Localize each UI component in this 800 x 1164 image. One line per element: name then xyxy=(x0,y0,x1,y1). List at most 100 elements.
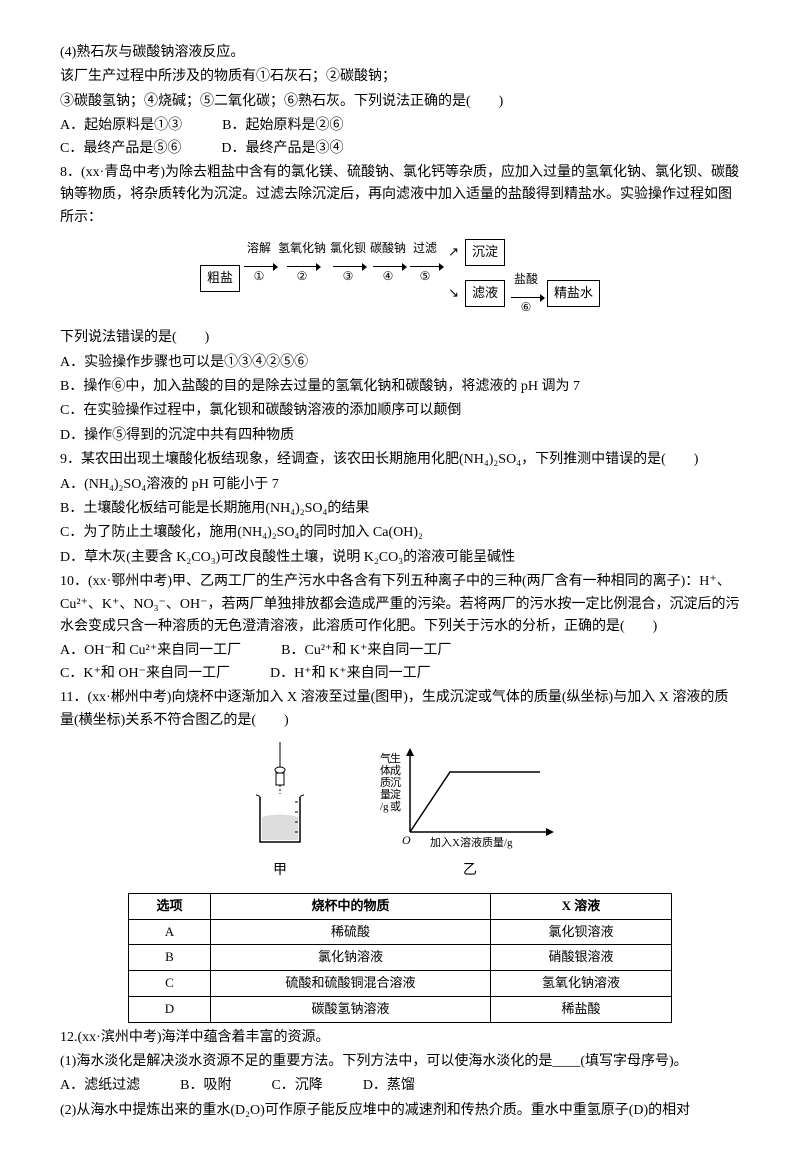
flow-out-top: 沉淀 xyxy=(465,239,505,266)
q9-optB: B．土壤酸化板结可能是长期施用(NH₄)₂SO₄的结果 xyxy=(60,498,740,520)
th-beaker: 烧杯中的物质 xyxy=(210,893,490,919)
arrow-icon xyxy=(287,266,317,267)
flow-out-bot-label: 滤液 xyxy=(465,280,505,307)
q10-options2: C．K⁺和 OH⁻来自同一工厂 D．H⁺和 K⁺来自同一工厂 xyxy=(60,663,740,685)
svg-text:/g: /g xyxy=(380,801,389,813)
figure-yi: 生 成 沉 淀 或 气 体 质 量 /g O 加入X溶液质量/g 乙 xyxy=(380,742,560,883)
arrow-icon xyxy=(333,266,363,267)
q9-optC: C．为了防止土壤酸化，施用(NH₄)₂SO₄的同时加入 Ca(OH)₂ xyxy=(60,522,740,544)
cell: 氢氧化钠溶液 xyxy=(490,971,671,997)
cell: 稀盐酸 xyxy=(490,996,671,1022)
svg-text:或: 或 xyxy=(390,800,401,813)
arrow-icon xyxy=(244,266,274,267)
flow-step5-top: 过滤 xyxy=(413,239,437,258)
q11-figures: 甲 生 成 沉 淀 或 气 体 质 量 /g O 加入X溶液质量/g 乙 xyxy=(60,742,740,883)
q4-optB: B．起始原料是②⑥ xyxy=(222,115,343,137)
split-arrow-bot: ↘ xyxy=(448,283,459,304)
q12-2-text: (2)从海水中提炼出来的重水(D₂O)可作原子能反应堆中的减速剂和传热介质。重水… xyxy=(60,1100,740,1122)
q12-1-optD: D．蒸馏 xyxy=(363,1075,415,1097)
table-header-row: 选项 烧杯中的物质 X 溶液 xyxy=(129,893,672,919)
table-row: B 氯化钠溶液 硝酸银溶液 xyxy=(129,945,672,971)
cell: 碳酸氢钠溶液 xyxy=(210,996,490,1022)
flow-step1-num: ① xyxy=(254,267,265,286)
q4-text: (4)熟石灰与碳酸钠溶液反应。 xyxy=(60,42,740,64)
cell: 硝酸银溶液 xyxy=(490,945,671,971)
flow-step6-top: 盐酸 xyxy=(514,270,538,289)
q10-options: A．OH⁻和 Cu²⁺来自同一工厂 B．Cu²⁺和 K⁺来自同一工厂 xyxy=(60,640,740,662)
q12-1-optA: A．滤纸过滤 xyxy=(60,1075,140,1097)
q11-text: 11．(xx·郴州中考)向烧杯中逐渐加入 X 溶液至过量(图甲)，生成沉淀或气体… xyxy=(60,687,740,732)
flow-step3-top: 氯化钡 xyxy=(330,239,366,258)
figure-jia-label: 甲 xyxy=(240,860,320,882)
svg-text:气: 气 xyxy=(380,751,391,765)
q10-optA: A．OH⁻和 Cu²⁺来自同一工厂 xyxy=(60,640,241,662)
q4-options: A．起始原料是①③ B．起始原料是②⑥ xyxy=(60,115,740,137)
flow-step5-num: ⑤ xyxy=(420,267,431,286)
q4-optD: D．最终产品是③④ xyxy=(221,138,343,160)
arrow-icon xyxy=(410,266,440,267)
graph-icon: 生 成 沉 淀 或 气 体 质 量 /g O 加入X溶液质量/g xyxy=(380,742,560,852)
th-xsol: X 溶液 xyxy=(490,893,671,919)
graph-xlabel: 加入X溶液质量/g xyxy=(430,835,513,849)
q9-optA: A．(NH₄)₂SO₄溶液的 pH 可能小于 7 xyxy=(60,474,740,496)
q12-1-optB: B．吸附 xyxy=(180,1075,231,1097)
flow-diagram: 粗盐 溶解 ① 氢氧化钠 ② 氯化钡 ③ 碳酸钠 ④ 过滤 ⑤ ↗ xyxy=(60,239,740,317)
flow-step6-num: ⑥ xyxy=(521,298,532,317)
q8-text: 8．(xx·青岛中考)为除去粗盐中含有的氯化镁、硫酸钠、氯化钙等杂质，应加入过量… xyxy=(60,162,740,229)
beaker-icon xyxy=(240,742,320,852)
svg-text:体: 体 xyxy=(380,763,391,777)
flow-end: 精盐水 xyxy=(547,280,600,307)
arrow-icon xyxy=(511,297,541,298)
svg-text:淀: 淀 xyxy=(390,787,401,801)
table-row: A 稀硫酸 氯化钡溶液 xyxy=(129,919,672,945)
q10-optD: D．H⁺和 K⁺来自同一工厂 xyxy=(270,663,431,685)
cell: 氯化钠溶液 xyxy=(210,945,490,971)
flow-step1-top: 溶解 xyxy=(247,239,271,258)
cell: B xyxy=(129,945,211,971)
q8-optD: D．操作⑤得到的沉淀中共有四种物质 xyxy=(60,425,740,447)
flow-step2-num: ② xyxy=(297,267,308,286)
flow-step4-top: 碳酸钠 xyxy=(370,239,406,258)
cell: 氯化钡溶液 xyxy=(490,919,671,945)
flow-step3-num: ③ xyxy=(343,267,354,286)
q4-text2: 该厂生产过程中所涉及的物质有①石灰石；②碳酸钠； xyxy=(60,66,740,88)
q4-options2: C．最终产品是⑤⑥ D．最终产品是③④ xyxy=(60,138,740,160)
svg-text:沉: 沉 xyxy=(390,776,401,789)
figure-jia: 甲 xyxy=(240,742,320,883)
q12-1-text: (1)海水淡化是解决淡水资源不足的重要方法。下列方法中，可以使海水淡化的是___… xyxy=(60,1051,740,1073)
svg-text:量: 量 xyxy=(380,788,391,801)
q8-text2: 下列说法错误的是( ) xyxy=(60,327,740,349)
cell: D xyxy=(129,996,211,1022)
q8-optB: B．操作⑥中，加入盐酸的目的是除去过量的氢氧化钠和碳酸钠，将滤液的 pH 调为 … xyxy=(60,376,740,398)
q12-text: 12.(xx·滨州中考)海洋中蕴含着丰富的资源。 xyxy=(60,1027,740,1049)
flow-step4-num: ④ xyxy=(383,267,394,286)
svg-text:质: 质 xyxy=(380,776,391,789)
table-row: D 碳酸氢钠溶液 稀盐酸 xyxy=(129,996,672,1022)
cell: 硫酸和硫酸铜混合溶液 xyxy=(210,971,490,997)
q4-text3: ③碳酸氢钠；④烧碱；⑤二氧化碳；⑥熟石灰。下列说法正确的是( ) xyxy=(60,91,740,113)
figure-yi-label: 乙 xyxy=(380,860,560,882)
cell: C xyxy=(129,971,211,997)
flow-start: 粗盐 xyxy=(200,265,240,292)
q10-text: 10．(xx·鄂州中考)甲、乙两工厂的生产污水中各含有下列五种离子中的三种(两厂… xyxy=(60,571,740,638)
cell: 稀硫酸 xyxy=(210,919,490,945)
flow-step2-top: 氢氧化钠 xyxy=(278,239,326,258)
graph-origin: O xyxy=(402,833,411,847)
svg-text:成: 成 xyxy=(390,764,401,777)
q8-optA: A．实验操作步骤也可以是①③④②⑤⑥ xyxy=(60,352,740,374)
q10-optC: C．K⁺和 OH⁻来自同一工厂 xyxy=(60,663,230,685)
graph-ylabel-1: 生 xyxy=(390,751,401,765)
q12-1-optC: C．沉降 xyxy=(271,1075,322,1097)
th-option: 选项 xyxy=(129,893,211,919)
q8-optC: C．在实验操作过程中，氯化钡和碳酸钠溶液的添加顺序可以颠倒 xyxy=(60,400,740,422)
q10-optB: B．Cu²⁺和 K⁺来自同一工厂 xyxy=(281,640,451,662)
q9-text: 9．某农田出现土壤酸化板结现象，经调查，该农田长期施用化肥(NH₄)₂SO₄，下… xyxy=(60,449,740,471)
q4-optC: C．最终产品是⑤⑥ xyxy=(60,138,181,160)
q4-optA: A．起始原料是①③ xyxy=(60,115,182,137)
q12-1-options: A．滤纸过滤 B．吸附 C．沉降 D．蒸馏 xyxy=(60,1075,740,1097)
q11-table: 选项 烧杯中的物质 X 溶液 A 稀硫酸 氯化钡溶液 B 氯化钠溶液 硝酸银溶液… xyxy=(128,893,672,1023)
cell: A xyxy=(129,919,211,945)
table-row: C 硫酸和硫酸铜混合溶液 氢氧化钠溶液 xyxy=(129,971,672,997)
split-arrow-top: ↗ xyxy=(448,242,459,263)
q9-optD: D．草木灰(主要含 K₂CO₃)可改良酸性土壤，说明 K₂CO₃的溶液可能呈碱性 xyxy=(60,547,740,569)
